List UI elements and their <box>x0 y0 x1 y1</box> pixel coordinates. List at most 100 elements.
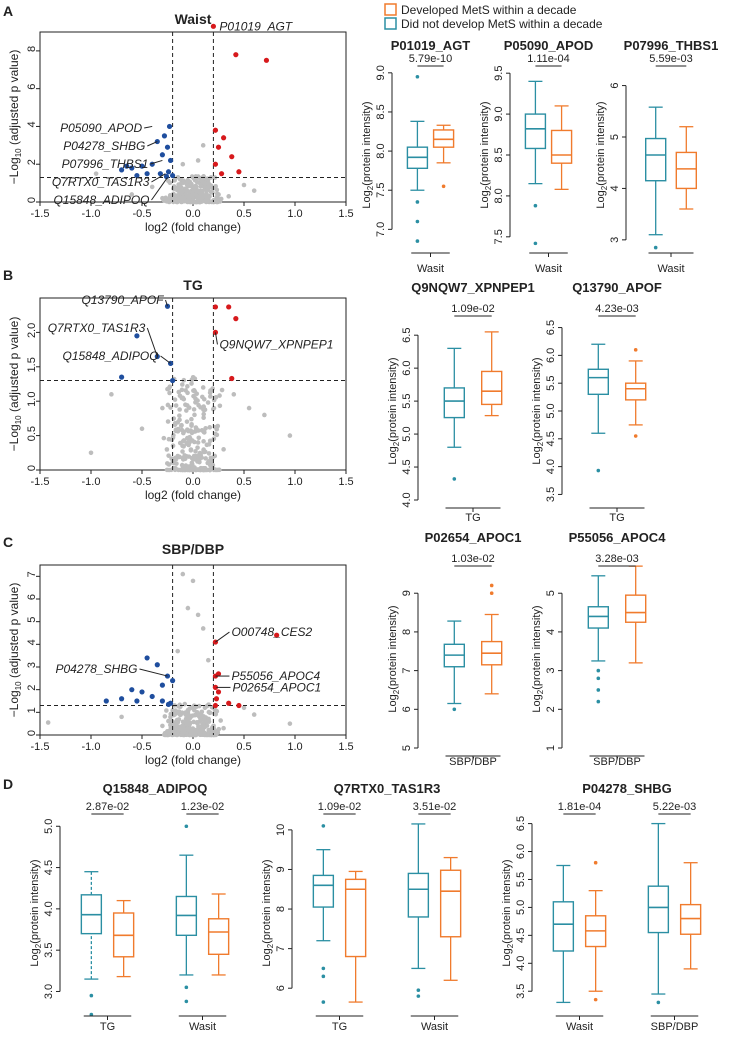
point-ns <box>201 415 206 421</box>
point-up <box>212 684 219 691</box>
volcano-title: SBP/DBP <box>162 541 224 557</box>
point-ns <box>214 187 220 193</box>
y-tick-label: 6.0 <box>515 844 527 859</box>
outlier-point <box>415 219 420 224</box>
box-not-developed <box>645 106 667 250</box>
point-ns <box>174 198 179 204</box>
y-tick-label: 9.0 <box>493 106 505 121</box>
y-axis-label-main: −Log <box>7 424 21 451</box>
point-down <box>119 374 125 380</box>
point-ns <box>195 459 200 464</box>
box-iqr <box>587 368 609 396</box>
box-iqr <box>312 874 335 908</box>
point-ns <box>199 713 204 718</box>
point-ns <box>201 180 207 186</box>
point-ns <box>188 728 194 734</box>
y-tick-label: 3.0 <box>43 984 55 999</box>
y-tick-label: 9 <box>401 590 413 596</box>
point-ns <box>191 393 196 399</box>
y-tick-label: 4 <box>545 629 557 635</box>
point-ns <box>216 192 221 197</box>
outlier-point <box>321 1000 326 1004</box>
outlier-point <box>416 994 421 998</box>
y-axis-label-part: (protein intensity) <box>531 605 543 689</box>
outlier-point <box>489 591 494 596</box>
point-ns <box>187 721 192 727</box>
y-axis-label-sub: 10 <box>14 415 23 424</box>
panel-letter-c: C <box>3 534 13 550</box>
y-tick-label: 4.0 <box>401 492 413 507</box>
legend-swatch-developed <box>384 3 397 16</box>
point-ns <box>200 394 205 400</box>
point-ns <box>218 718 223 723</box>
point-ns <box>201 447 206 452</box>
y-tick-label: 5.5 <box>515 872 527 887</box>
volcano-plot-sbpdbp: SBP/DBP -1.5 -1.0 -0.5 0.0 0.5 1.0 1.5 0 1 2 3 4 5 6 7 l… <box>7 541 354 767</box>
point-ns <box>201 411 207 417</box>
point-down <box>134 698 140 704</box>
y-axis-label-part: Log <box>595 190 607 208</box>
point-ns <box>189 430 195 436</box>
point-down <box>144 655 150 661</box>
x-category-label: TG <box>332 1021 347 1033</box>
x-tick-label: -0.5 <box>133 741 152 753</box>
legend-swatch-not-developed <box>384 17 397 30</box>
point-up <box>221 135 227 141</box>
protein-label: P04278_SHBG <box>55 662 137 676</box>
point-ns <box>219 387 225 393</box>
x-category-label: SBP/DBP <box>593 756 641 768</box>
point-ns <box>210 190 215 195</box>
y-tick-label: 5 <box>545 590 557 596</box>
y-tick-label: 6 <box>609 83 621 89</box>
y-tick-label: 7.0 <box>375 222 387 237</box>
y-axis-label-part: (protein intensity) <box>387 357 399 441</box>
point-ns <box>187 179 193 184</box>
y-tick-label: 2.0 <box>26 323 38 338</box>
point-ns <box>205 198 210 204</box>
box-developed <box>679 862 702 970</box>
y-tick-label: 5 <box>401 745 413 751</box>
y-tick-label: 8.0 <box>493 188 505 203</box>
outlier-point <box>184 824 189 829</box>
outlier-point <box>653 245 658 250</box>
outlier-point <box>533 241 538 246</box>
box-not-developed <box>443 620 465 712</box>
point-down <box>164 144 171 150</box>
point-ns <box>165 419 171 424</box>
y-tick-label: 6 <box>401 706 413 712</box>
point-down <box>119 167 125 173</box>
point-ns <box>208 394 213 399</box>
point-ns <box>195 612 201 618</box>
point-ns <box>251 712 257 717</box>
label-leader <box>150 159 163 165</box>
boxplot-p04278_shbg: P04278_SHBG 3.5 4.0 4.5 5.0 5.5 6.0 6.5 Log2(pro… <box>501 781 702 1033</box>
x-axis-label: log2 (fold change) <box>145 220 241 234</box>
y-tick-label: 4.0 <box>515 956 527 971</box>
y-axis-label-part: Log <box>387 694 399 712</box>
box-iqr <box>524 113 547 150</box>
point-ns <box>198 452 203 458</box>
point-ns <box>167 732 173 737</box>
point-ns <box>179 422 184 428</box>
box-developed <box>432 124 455 189</box>
label-leader <box>147 141 158 147</box>
y-axis-label-rest: (adjusted p value) <box>7 50 21 149</box>
outlier-point <box>633 434 638 438</box>
boxplot-title: Q9NQW7_XPNPEP1 <box>411 280 535 295</box>
y-axis-label-part: 2 <box>392 441 401 446</box>
point-ns <box>190 713 195 718</box>
point-ns <box>119 714 124 720</box>
point-down <box>129 687 135 693</box>
point-ns <box>213 467 219 473</box>
y-axis-label-part: (protein intensity) <box>29 859 41 943</box>
point-ns <box>212 175 218 180</box>
y-tick-label: 7 <box>275 946 287 952</box>
outlier-point <box>596 688 601 692</box>
point-up <box>215 671 222 677</box>
point-ns <box>191 407 197 412</box>
p-value: 1.23e-02 <box>181 801 224 813</box>
p-value: 2.87e-02 <box>86 801 129 813</box>
point-up <box>212 304 219 310</box>
point-ns <box>189 416 194 422</box>
y-tick-label: 6 <box>275 985 287 991</box>
